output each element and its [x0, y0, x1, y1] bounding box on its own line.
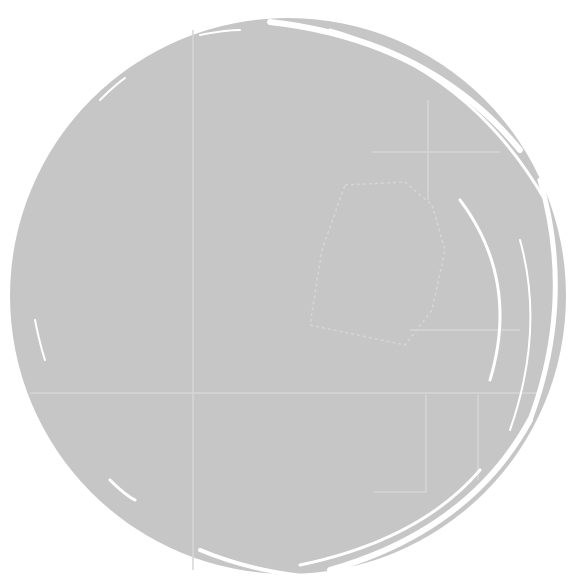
scratch	[328, 28, 547, 202]
scratch	[527, 177, 558, 423]
scratch	[34, 319, 46, 361]
gray-disc	[10, 18, 566, 574]
scratches	[34, 19, 558, 580]
scratch	[108, 478, 137, 502]
scratch	[198, 548, 332, 580]
scratch	[298, 468, 482, 567]
scratch	[458, 198, 502, 382]
scratch	[199, 29, 241, 36]
scratch	[99, 77, 126, 101]
faint-lines	[30, 30, 540, 570]
scratch	[327, 417, 533, 573]
scratch	[509, 239, 532, 431]
